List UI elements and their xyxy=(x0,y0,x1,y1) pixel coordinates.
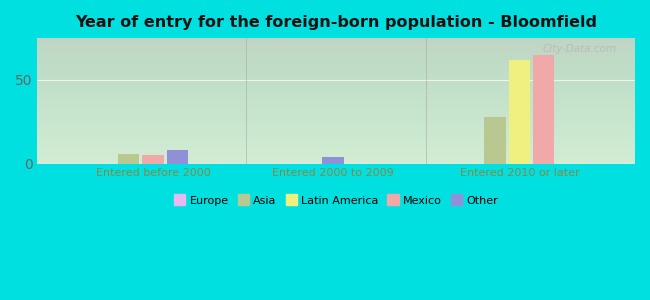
Text: City-Data.com: City-Data.com xyxy=(543,44,617,54)
Bar xyxy=(118,154,139,164)
Title: Year of entry for the foreign-born population - Bloomfield: Year of entry for the foreign-born popul… xyxy=(75,15,597,30)
Bar xyxy=(508,60,530,164)
Bar xyxy=(322,157,344,164)
Bar xyxy=(142,155,164,164)
Legend: Europe, Asia, Latin America, Mexico, Other: Europe, Asia, Latin America, Mexico, Oth… xyxy=(170,191,502,211)
Bar xyxy=(166,150,188,164)
Bar xyxy=(533,55,554,164)
Bar xyxy=(484,117,506,164)
